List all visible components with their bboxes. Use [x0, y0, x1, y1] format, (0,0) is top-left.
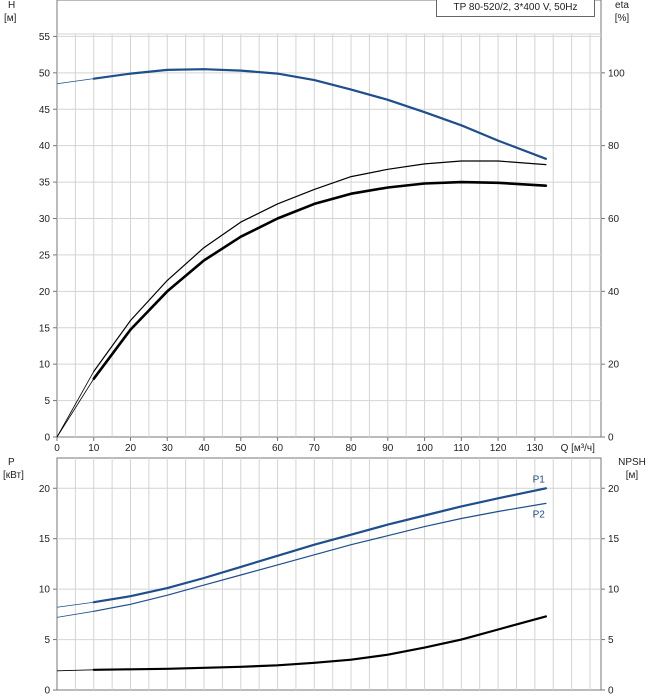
- curve-extension: [56, 78, 94, 85]
- x-tick-label: 90: [382, 443, 394, 454]
- left-tick-label: 20: [39, 484, 51, 495]
- x-tick-label: 130: [526, 443, 543, 454]
- right-axis-title: eta: [615, 0, 629, 11]
- x-tick-label: 50: [235, 443, 247, 454]
- left-tick-label: 10: [39, 585, 51, 596]
- x-tick-label: 0: [54, 443, 60, 454]
- right-axis-title: NPSH: [618, 457, 646, 468]
- x-tick-label: 30: [162, 443, 174, 454]
- x-tick-label: 60: [272, 443, 284, 454]
- left-tick-label: 0: [44, 686, 50, 697]
- head-efficiency-panel: 0510152025303540455055020406080100H[м]et…: [4, 0, 629, 454]
- left-tick-label: 25: [39, 250, 51, 261]
- curve-p2: [93, 502, 547, 612]
- left-tick-label: 15: [39, 323, 51, 334]
- curve-series-1: [93, 160, 547, 372]
- right-axis-unit: [м]: [626, 470, 639, 481]
- model-label: TP 80-520/2, 3*400 V, 50Hz: [436, 0, 595, 17]
- curve-series-2: [92, 615, 547, 671]
- left-tick-label: 5: [44, 635, 50, 646]
- x-tick-label: 110: [453, 443, 469, 454]
- x-tick-label: 80: [345, 443, 357, 454]
- curve-extension: [56, 371, 95, 438]
- left-tick-label: 55: [39, 32, 51, 43]
- left-axis-title: H: [8, 0, 15, 11]
- plot-frame: [56, 457, 602, 691]
- curve-p1: [92, 487, 547, 604]
- right-tick-label: 5: [608, 635, 614, 646]
- x-tick-label: 120: [490, 443, 507, 454]
- power-npsh-panel: 0 5 10 15 20 0 5 10 15 20 P [кВт] NPSH [м] P1 P2: [3, 457, 646, 697]
- right-tick-label: 0: [608, 686, 614, 697]
- left-tick-label: 35: [39, 178, 51, 189]
- left-tick-label: 50: [39, 68, 51, 79]
- right-tick-label: 40: [608, 287, 620, 298]
- left-tick-label: 45: [39, 105, 51, 116]
- right-tick-label: 10: [608, 585, 620, 596]
- right-tick-label: 80: [608, 141, 620, 152]
- left-tick-label: 30: [39, 214, 51, 225]
- right-tick-label: 20: [608, 360, 620, 371]
- left-axis-unit: [кВт]: [3, 470, 24, 481]
- curve-series-0: [92, 68, 547, 160]
- right-tick-label: 0: [608, 433, 614, 444]
- right-tick-label: 60: [608, 214, 620, 225]
- right-tick-label: 15: [608, 534, 620, 545]
- curve-extension: [56, 610, 94, 618]
- x-tick-label: 40: [198, 443, 210, 454]
- left-axis-unit: [м]: [4, 13, 17, 24]
- x-tick-label: 10: [88, 443, 100, 454]
- right-tick-label: 100: [608, 68, 625, 79]
- left-tick-label: 5: [44, 396, 50, 407]
- curve-extension: [56, 378, 95, 438]
- x-axis-title: Q [м³/ч]: [561, 443, 596, 454]
- x-tick-label: 20: [125, 443, 137, 454]
- right-axis-unit: [%]: [615, 13, 630, 24]
- series-label-p2: P2: [533, 509, 546, 520]
- curve-series-2: [92, 180, 548, 380]
- curve-extension: [56, 601, 94, 608]
- series-label-p1: P1: [533, 474, 546, 485]
- right-tick-label: 20: [608, 484, 620, 495]
- curve-extension: [56, 669, 94, 672]
- x-tick-label: 100: [416, 443, 433, 454]
- left-tick-label: 10: [39, 360, 51, 371]
- left-tick-label: 0: [44, 433, 50, 444]
- left-axis-title: P: [8, 457, 15, 468]
- left-tick-label: 40: [39, 141, 51, 152]
- left-tick-label: 20: [39, 287, 51, 298]
- x-tick-label: 70: [309, 443, 321, 454]
- left-tick-label: 15: [39, 534, 51, 545]
